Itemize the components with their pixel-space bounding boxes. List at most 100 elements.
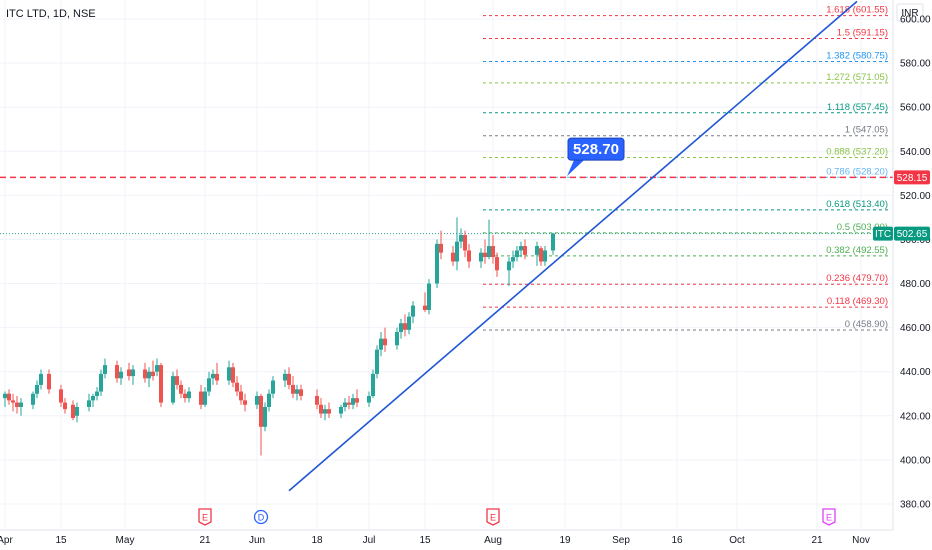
candle[interactable] [175, 369, 179, 390]
price-callout[interactable]: 528.70 [567, 137, 625, 177]
candle[interactable] [271, 376, 275, 399]
candle[interactable] [511, 250, 515, 269]
candle[interactable] [75, 402, 79, 423]
candle[interactable] [3, 391, 7, 407]
candle[interactable] [131, 365, 135, 385]
candle[interactable] [151, 360, 155, 381]
candle[interactable] [255, 391, 259, 410]
candle[interactable] [119, 367, 123, 385]
candle[interactable] [235, 376, 239, 396]
candle[interactable] [267, 389, 271, 412]
candle[interactable] [483, 239, 487, 264]
candle[interactable] [383, 327, 387, 352]
candle[interactable] [327, 402, 331, 418]
candle[interactable] [375, 345, 379, 379]
candle[interactable] [155, 358, 159, 377]
candle[interactable] [215, 362, 219, 385]
candle[interactable] [199, 384, 203, 410]
candle[interactable] [343, 398, 347, 412]
candle[interactable] [427, 279, 431, 315]
candle[interactable] [95, 387, 99, 401]
candle[interactable] [487, 219, 491, 260]
candle[interactable] [7, 389, 11, 405]
candle[interactable] [299, 384, 303, 401]
candle[interactable] [39, 369, 43, 390]
candle[interactable] [227, 360, 231, 385]
candle[interactable] [259, 393, 263, 456]
candle[interactable] [435, 239, 439, 288]
candle[interactable] [407, 312, 411, 335]
candle[interactable] [239, 384, 243, 405]
candle[interactable] [367, 391, 371, 407]
candle[interactable] [535, 241, 539, 266]
candle[interactable] [283, 369, 287, 388]
event-marker[interactable]: E [822, 508, 836, 526]
event-marker[interactable]: E [486, 508, 500, 526]
candle[interactable] [103, 358, 107, 379]
candle[interactable] [59, 384, 63, 407]
candle[interactable] [479, 248, 483, 269]
trendline[interactable] [288, 0, 858, 492]
event-marker[interactable]: E [198, 508, 212, 526]
candle[interactable] [87, 393, 91, 412]
candle[interactable] [19, 398, 23, 416]
candle[interactable] [231, 362, 235, 388]
candle[interactable] [351, 393, 355, 410]
candle[interactable] [371, 369, 375, 399]
candle[interactable] [439, 230, 443, 260]
candle[interactable] [543, 246, 547, 266]
candle[interactable] [91, 393, 95, 407]
candle[interactable] [243, 393, 247, 412]
candle[interactable] [459, 228, 463, 249]
candle[interactable] [451, 246, 455, 266]
candle[interactable] [315, 389, 319, 410]
candle[interactable] [147, 367, 151, 388]
candle[interactable] [491, 235, 495, 264]
candle[interactable] [551, 232, 555, 255]
candle[interactable] [295, 384, 299, 401]
candle[interactable] [263, 402, 267, 432]
candle[interactable] [207, 371, 211, 396]
candle[interactable] [15, 395, 19, 414]
event-marker[interactable]: D [253, 509, 269, 525]
candle[interactable] [171, 371, 175, 405]
candle[interactable] [339, 404, 343, 418]
candle[interactable] [467, 243, 471, 269]
candle[interactable] [319, 398, 323, 418]
candle[interactable] [187, 387, 191, 403]
candle[interactable] [507, 257, 511, 286]
candle[interactable] [183, 389, 187, 403]
candle[interactable] [127, 362, 131, 381]
candle[interactable] [463, 230, 467, 258]
candle[interactable] [287, 367, 291, 390]
candle[interactable] [179, 380, 183, 399]
candle[interactable] [143, 362, 147, 383]
candle[interactable] [11, 393, 15, 412]
candle[interactable] [495, 252, 499, 277]
candle[interactable] [203, 387, 207, 407]
candle[interactable] [99, 369, 103, 396]
candle[interactable] [71, 400, 75, 421]
candle[interactable] [211, 369, 215, 385]
candle[interactable] [423, 292, 427, 313]
candle[interactable] [539, 246, 543, 266]
candle[interactable] [355, 389, 359, 407]
candle[interactable] [395, 327, 399, 350]
candle[interactable] [63, 398, 67, 414]
candle[interactable] [455, 217, 459, 271]
candle[interactable] [31, 391, 35, 410]
candle[interactable] [115, 360, 119, 383]
candle[interactable] [519, 241, 523, 258]
candle[interactable] [515, 246, 519, 262]
candle[interactable] [523, 239, 527, 260]
candle[interactable] [323, 404, 327, 421]
candle[interactable] [399, 318, 403, 339]
currency-badge[interactable] [896, 3, 924, 22]
candle[interactable] [291, 376, 295, 399]
candle[interactable] [411, 301, 415, 324]
candle[interactable] [47, 369, 51, 394]
candle[interactable] [35, 380, 39, 399]
candle[interactable] [379, 332, 383, 357]
